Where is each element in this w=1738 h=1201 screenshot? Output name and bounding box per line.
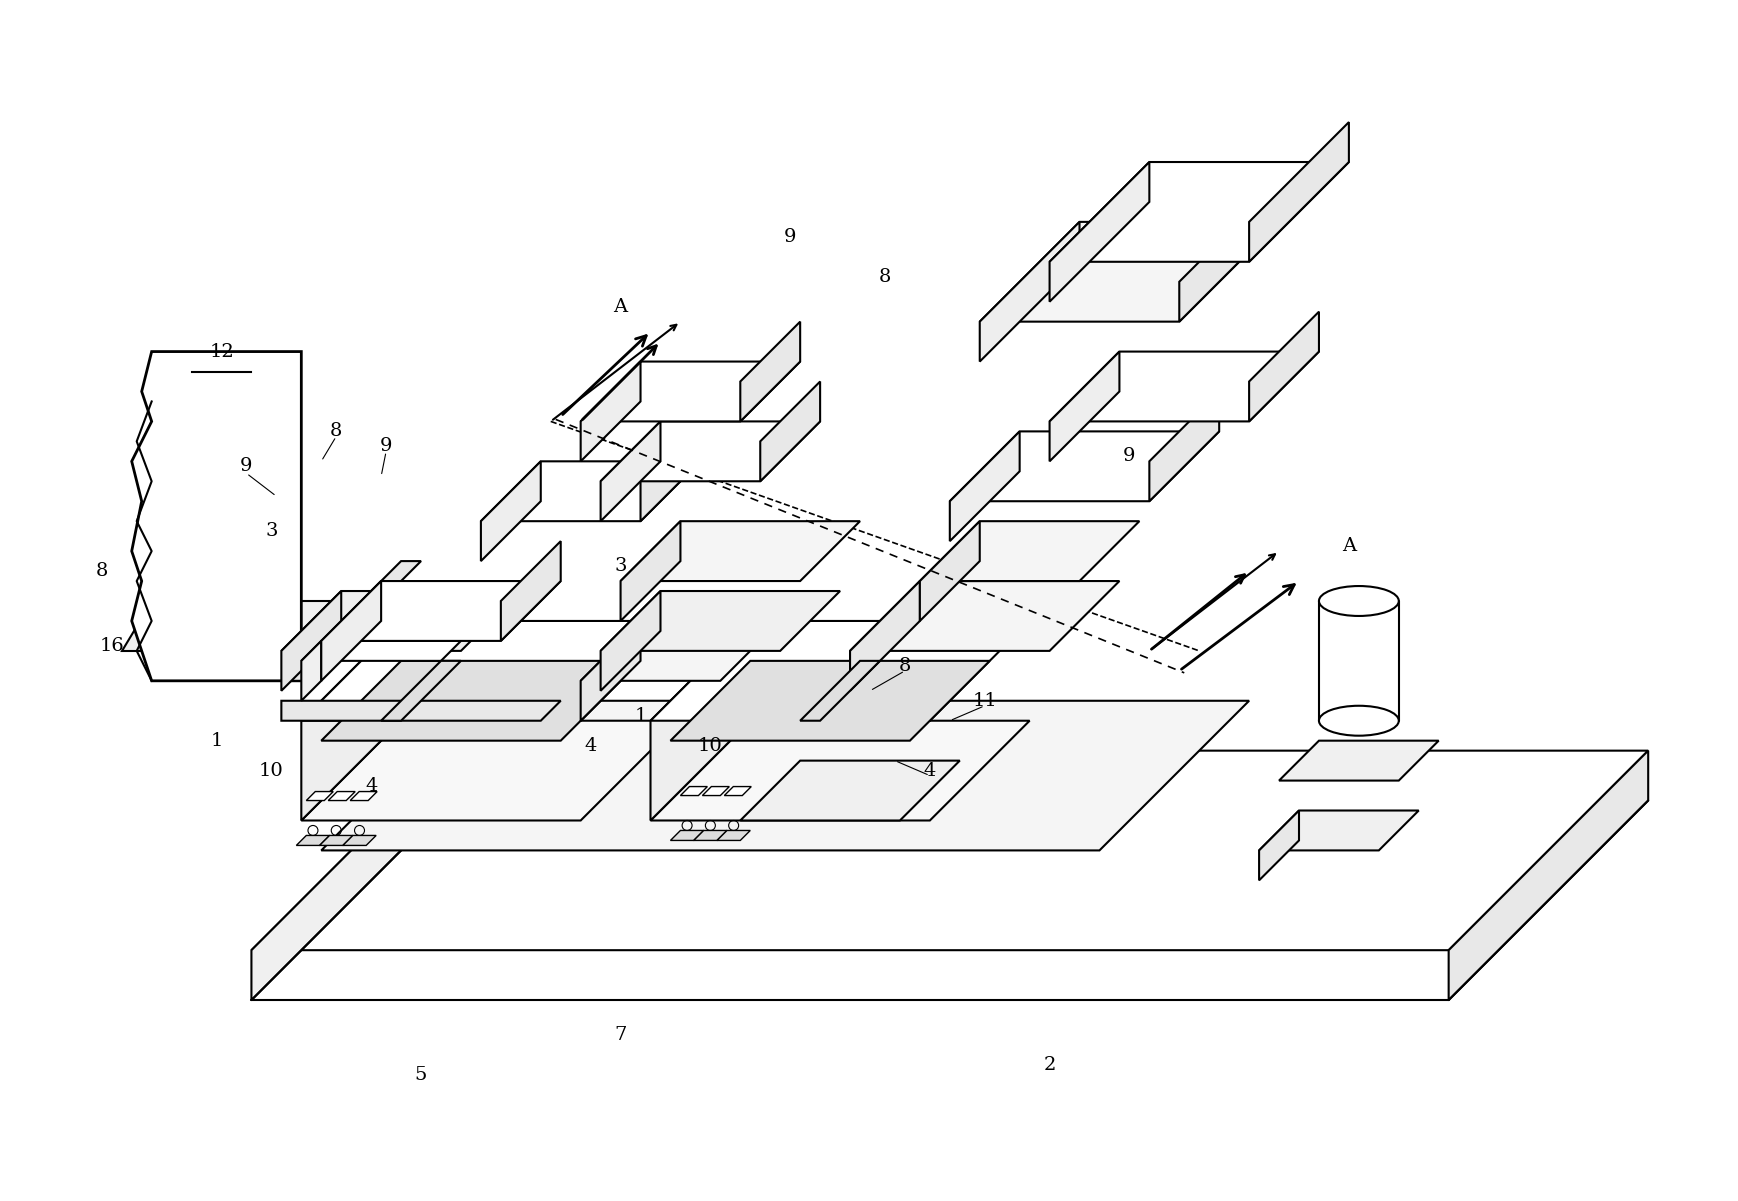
Polygon shape xyxy=(342,836,375,846)
Polygon shape xyxy=(501,542,561,641)
Polygon shape xyxy=(282,561,421,681)
Polygon shape xyxy=(1449,751,1648,1000)
Polygon shape xyxy=(1050,352,1119,461)
Text: 10: 10 xyxy=(259,761,283,779)
Polygon shape xyxy=(580,621,780,681)
Polygon shape xyxy=(601,422,660,521)
Text: 11: 11 xyxy=(972,692,998,710)
Text: 8: 8 xyxy=(879,268,892,286)
Polygon shape xyxy=(301,621,401,820)
Polygon shape xyxy=(980,222,1279,322)
Polygon shape xyxy=(122,600,450,651)
Polygon shape xyxy=(980,222,1079,362)
Polygon shape xyxy=(322,581,561,641)
Polygon shape xyxy=(252,751,1648,950)
Polygon shape xyxy=(601,591,839,651)
Polygon shape xyxy=(1279,741,1439,781)
Text: 3: 3 xyxy=(614,557,627,575)
Polygon shape xyxy=(949,431,1020,542)
Polygon shape xyxy=(725,787,751,795)
Polygon shape xyxy=(301,621,681,721)
Text: A: A xyxy=(1342,537,1356,555)
Text: 4: 4 xyxy=(923,761,937,779)
Polygon shape xyxy=(601,591,660,691)
Polygon shape xyxy=(301,641,461,661)
Polygon shape xyxy=(799,661,879,721)
Text: 7: 7 xyxy=(615,1026,627,1044)
Polygon shape xyxy=(702,787,730,795)
Text: A: A xyxy=(614,298,627,316)
Polygon shape xyxy=(328,791,355,801)
Polygon shape xyxy=(650,621,751,820)
Polygon shape xyxy=(718,830,751,841)
Text: 4: 4 xyxy=(365,777,377,795)
Polygon shape xyxy=(650,721,1029,820)
Text: 5: 5 xyxy=(415,1066,428,1083)
Polygon shape xyxy=(681,787,707,795)
Polygon shape xyxy=(919,521,1140,581)
Polygon shape xyxy=(601,422,820,482)
Polygon shape xyxy=(481,461,541,561)
Polygon shape xyxy=(301,721,681,820)
Text: 9: 9 xyxy=(381,437,393,455)
Polygon shape xyxy=(132,352,301,681)
Polygon shape xyxy=(580,362,799,422)
Polygon shape xyxy=(295,836,330,846)
Polygon shape xyxy=(1050,162,1349,262)
Text: 9: 9 xyxy=(784,228,796,246)
Polygon shape xyxy=(949,431,1218,501)
Polygon shape xyxy=(320,836,353,846)
Polygon shape xyxy=(693,830,726,841)
Ellipse shape xyxy=(1319,706,1399,736)
Polygon shape xyxy=(1258,811,1298,880)
Polygon shape xyxy=(919,521,980,621)
Polygon shape xyxy=(620,521,860,581)
Polygon shape xyxy=(1050,352,1319,422)
Polygon shape xyxy=(641,422,700,521)
Text: 9: 9 xyxy=(1123,447,1135,465)
Polygon shape xyxy=(580,362,641,461)
Polygon shape xyxy=(1258,811,1418,850)
Ellipse shape xyxy=(1319,586,1399,616)
Polygon shape xyxy=(850,581,919,691)
Polygon shape xyxy=(349,791,377,801)
Polygon shape xyxy=(301,641,322,700)
Polygon shape xyxy=(252,751,450,1000)
Polygon shape xyxy=(671,830,704,841)
Polygon shape xyxy=(481,461,700,521)
Polygon shape xyxy=(760,382,820,482)
Text: 8: 8 xyxy=(899,657,911,675)
Polygon shape xyxy=(322,661,641,741)
Polygon shape xyxy=(850,581,1119,651)
Text: 8: 8 xyxy=(330,423,342,441)
Text: 9: 9 xyxy=(240,458,252,476)
Polygon shape xyxy=(282,700,561,721)
Polygon shape xyxy=(306,791,334,801)
Polygon shape xyxy=(282,591,341,691)
Polygon shape xyxy=(322,700,1250,850)
Polygon shape xyxy=(381,661,461,721)
Text: 16: 16 xyxy=(99,637,123,655)
Polygon shape xyxy=(1180,183,1279,322)
Polygon shape xyxy=(650,621,1029,721)
Text: 12: 12 xyxy=(209,342,235,360)
Polygon shape xyxy=(671,661,989,741)
Text: 1: 1 xyxy=(634,706,647,724)
Text: 10: 10 xyxy=(699,736,723,754)
Polygon shape xyxy=(1149,392,1218,501)
Polygon shape xyxy=(620,521,681,621)
Polygon shape xyxy=(322,581,381,681)
Text: 2: 2 xyxy=(1043,1056,1055,1074)
Polygon shape xyxy=(282,591,521,651)
Text: 4: 4 xyxy=(584,736,596,754)
Polygon shape xyxy=(1250,312,1319,422)
Polygon shape xyxy=(740,322,799,422)
Text: 3: 3 xyxy=(266,522,278,540)
Polygon shape xyxy=(740,760,959,820)
Polygon shape xyxy=(580,621,641,721)
Polygon shape xyxy=(1050,162,1149,301)
Polygon shape xyxy=(1250,123,1349,262)
Text: 8: 8 xyxy=(96,562,108,580)
Text: 1: 1 xyxy=(210,731,222,749)
